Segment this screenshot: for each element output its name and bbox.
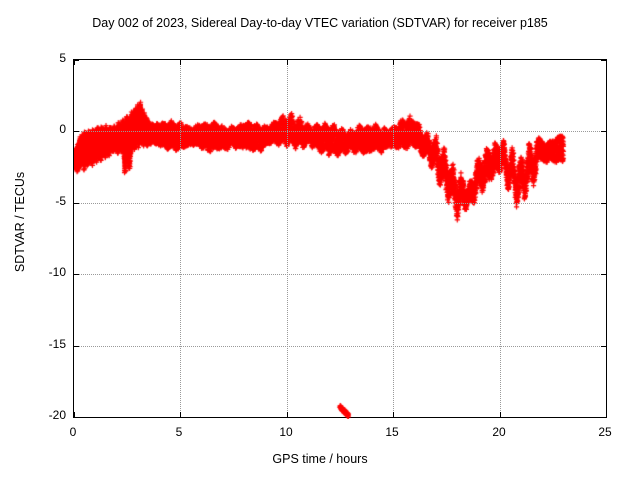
x-tick-top [393, 60, 394, 65]
x-gridline [393, 60, 395, 417]
y-tick [74, 274, 79, 275]
y-tick-right [601, 131, 606, 132]
x-gridline [180, 60, 182, 417]
y-gridline [74, 203, 606, 205]
y-tick-label: -20 [48, 408, 66, 422]
x-tick [606, 412, 607, 417]
x-gridline [287, 60, 289, 417]
x-tick [180, 412, 181, 417]
x-tick [500, 412, 501, 417]
y-tick [74, 131, 79, 132]
y-gridline [74, 131, 606, 133]
x-gridline [500, 60, 502, 417]
y-tick-right [601, 203, 606, 204]
x-axis-title: GPS time / hours [272, 452, 368, 466]
y-tick-label: 0 [59, 122, 66, 136]
chart-title: Day 002 of 2023, Sidereal Day-to-day VTE… [92, 16, 548, 30]
y-tick-right [601, 60, 606, 61]
x-tick-top [500, 60, 501, 65]
x-tick [287, 412, 288, 417]
plot-area [73, 59, 608, 419]
y-gridline [74, 274, 606, 276]
y-tick-right [601, 274, 606, 275]
x-tick-top [74, 60, 75, 65]
x-tick-label: 25 [598, 425, 612, 439]
y-tick-label: -15 [48, 337, 66, 351]
y-axis-title: SDTVAR / TECUs [13, 171, 27, 273]
x-tick-label: 5 [175, 425, 183, 439]
x-tick-top [606, 60, 607, 65]
y-tick-label: 5 [59, 51, 66, 65]
x-tick-label: 0 [69, 425, 77, 439]
x-tick-label: 20 [492, 425, 506, 439]
y-tick-right [601, 346, 606, 347]
y-gridline [74, 346, 606, 348]
y-tick-right [601, 417, 606, 418]
y-tick [74, 203, 79, 204]
y-tick [74, 60, 79, 61]
x-tick [74, 412, 75, 417]
x-tick-top [180, 60, 181, 65]
y-tick-label: -10 [48, 265, 66, 279]
x-tick-label: 15 [385, 425, 399, 439]
y-tick [74, 417, 79, 418]
x-tick-top [287, 60, 288, 65]
y-tick-label: -5 [55, 194, 66, 208]
x-tick [393, 412, 394, 417]
y-tick [74, 346, 79, 347]
x-tick-label: 10 [279, 425, 293, 439]
data-points-layer [74, 60, 608, 419]
